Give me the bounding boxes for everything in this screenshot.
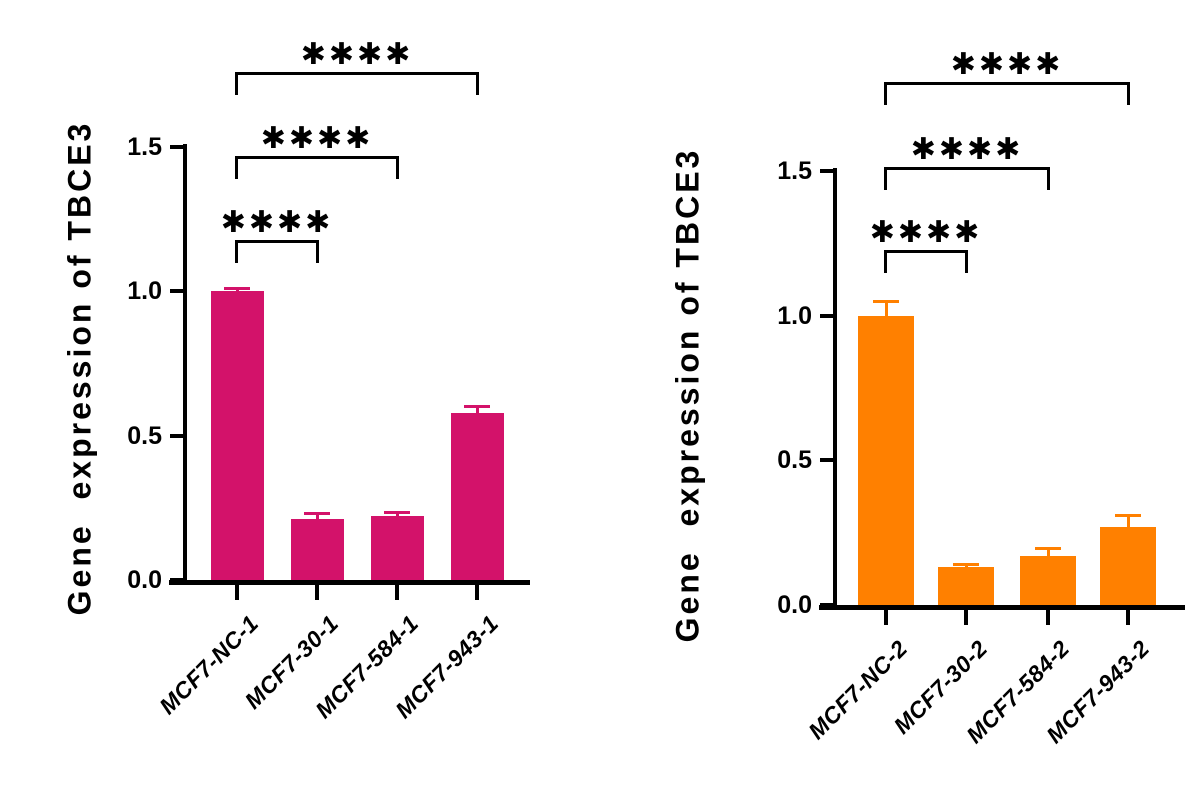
error-bar-cap [304, 512, 330, 516]
y-tick-label: 1.5 [127, 133, 162, 161]
x-tick [884, 610, 888, 625]
bar [290, 519, 344, 580]
bar [210, 291, 264, 580]
significance-stars: ✱✱✱✱ [910, 132, 1024, 167]
error-bar-cap [224, 286, 250, 290]
y-tick-label: 0.0 [777, 591, 812, 619]
error-bar-cap [873, 299, 899, 303]
significance-stars: ✱✱✱✱ [260, 121, 374, 156]
x-tick [964, 610, 968, 625]
significance-bracket [235, 72, 479, 95]
error-bar-cap [1115, 513, 1141, 517]
significance-bracket [235, 156, 399, 179]
y-tick-label: 1.0 [777, 301, 812, 330]
x-tick [1046, 610, 1050, 625]
y-tick-label: 0.5 [127, 421, 162, 450]
error-bar-cap [464, 405, 490, 409]
significance-bracket [235, 240, 319, 263]
y-tick [170, 289, 183, 294]
y-tick [820, 458, 833, 463]
x-tick [235, 585, 239, 600]
error-bar-cap [953, 562, 979, 566]
y-axis-title-right: Gene expression of TBCE3 [669, 147, 706, 643]
y-tick [170, 578, 183, 582]
bar [370, 516, 424, 580]
x-tick [315, 585, 319, 600]
significance-stars: ✱✱✱✱ [300, 37, 414, 72]
y-tick-label: 0.0 [127, 566, 162, 594]
x-tick-label: MCF7-NC-2 [803, 635, 913, 745]
x-tick [1126, 610, 1130, 625]
error-bar-cap [384, 510, 410, 514]
significance-stars: ✱✱✱✱ [869, 215, 983, 250]
y-tick [820, 169, 833, 173]
y-tick-label: 1.0 [127, 277, 162, 306]
significance-bracket [884, 167, 1050, 190]
y-axis-line [183, 144, 187, 585]
bar [1100, 526, 1156, 605]
y-tick [820, 603, 833, 607]
y-axis-line [833, 168, 837, 610]
significance-stars: ✱✱✱✱ [220, 205, 334, 240]
y-tick-label: 1.5 [777, 157, 812, 185]
x-axis-line [819, 605, 1185, 610]
bar [938, 567, 994, 605]
bar [858, 315, 914, 605]
y-tick [820, 313, 833, 318]
bar [450, 412, 504, 580]
bar [1020, 555, 1076, 605]
x-axis-line [169, 580, 530, 585]
y-tick [170, 145, 183, 149]
y-tick [170, 433, 183, 438]
error-bar-stem [884, 301, 888, 328]
y-tick-label: 0.5 [777, 446, 812, 475]
significance-bracket [884, 82, 1130, 105]
significance-stars: ✱✱✱✱ [950, 47, 1064, 82]
x-tick [395, 585, 399, 600]
significance-bracket [884, 250, 968, 273]
error-bar-cap [1035, 547, 1061, 551]
x-tick [475, 585, 479, 600]
